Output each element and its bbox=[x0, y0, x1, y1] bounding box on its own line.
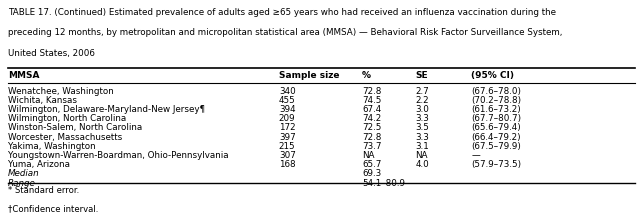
Text: Sample size: Sample size bbox=[279, 71, 339, 80]
Text: Yuma, Arizona: Yuma, Arizona bbox=[8, 160, 70, 169]
Text: 74.5: 74.5 bbox=[362, 96, 381, 105]
Text: Yakima, Washington: Yakima, Washington bbox=[8, 142, 96, 151]
Text: 3.3: 3.3 bbox=[415, 133, 429, 142]
Text: 72.5: 72.5 bbox=[362, 123, 381, 133]
Text: (61.6–73.2): (61.6–73.2) bbox=[471, 105, 521, 114]
Text: * Standard error.: * Standard error. bbox=[8, 186, 79, 195]
Text: 397: 397 bbox=[279, 133, 296, 142]
Text: 3.3: 3.3 bbox=[415, 114, 429, 123]
Text: 3.0: 3.0 bbox=[415, 105, 429, 114]
Text: preceding 12 months, by metropolitan and micropolitan statistical area (MMSA) — : preceding 12 months, by metropolitan and… bbox=[8, 28, 562, 38]
Text: Wilmington, North Carolina: Wilmington, North Carolina bbox=[8, 114, 126, 123]
Text: (67.5–79.9): (67.5–79.9) bbox=[471, 142, 521, 151]
Text: 340: 340 bbox=[279, 87, 296, 96]
Text: Range: Range bbox=[8, 179, 35, 188]
Text: (65.6–79.4): (65.6–79.4) bbox=[471, 123, 521, 133]
Text: Wichita, Kansas: Wichita, Kansas bbox=[8, 96, 77, 105]
Text: 394: 394 bbox=[279, 105, 296, 114]
Text: 3.1: 3.1 bbox=[415, 142, 429, 151]
Text: NA: NA bbox=[362, 151, 375, 160]
Text: Winston-Salem, North Carolina: Winston-Salem, North Carolina bbox=[8, 123, 142, 133]
Text: 4.0: 4.0 bbox=[415, 160, 429, 169]
Text: SE: SE bbox=[415, 71, 428, 80]
Text: 72.8: 72.8 bbox=[362, 87, 381, 96]
Text: MMSA: MMSA bbox=[8, 71, 39, 80]
Text: 65.7: 65.7 bbox=[362, 160, 381, 169]
Text: United States, 2006: United States, 2006 bbox=[8, 49, 95, 58]
Text: 73.7: 73.7 bbox=[362, 142, 381, 151]
Text: (95% CI): (95% CI) bbox=[471, 71, 514, 80]
Text: —: — bbox=[471, 151, 480, 160]
Text: 209: 209 bbox=[279, 114, 296, 123]
Text: 54.1–80.9: 54.1–80.9 bbox=[362, 179, 405, 188]
Text: %: % bbox=[362, 71, 371, 80]
Text: Wenatchee, Washington: Wenatchee, Washington bbox=[8, 87, 113, 96]
Text: 74.2: 74.2 bbox=[362, 114, 381, 123]
Text: 3.5: 3.5 bbox=[415, 123, 429, 133]
Text: 69.3: 69.3 bbox=[362, 170, 381, 178]
Text: Worcester, Massachusetts: Worcester, Massachusetts bbox=[8, 133, 122, 142]
Text: 72.8: 72.8 bbox=[362, 133, 381, 142]
Text: 2.2: 2.2 bbox=[415, 96, 429, 105]
Text: Wilmington, Delaware-Maryland-New Jersey¶: Wilmington, Delaware-Maryland-New Jersey… bbox=[8, 105, 205, 114]
Text: 215: 215 bbox=[279, 142, 296, 151]
Text: 168: 168 bbox=[279, 160, 296, 169]
Text: (66.4–79.2): (66.4–79.2) bbox=[471, 133, 520, 142]
Text: (67.6–78.0): (67.6–78.0) bbox=[471, 87, 521, 96]
Text: (57.9–73.5): (57.9–73.5) bbox=[471, 160, 521, 169]
Text: 455: 455 bbox=[279, 96, 296, 105]
Text: Youngstown-Warren-Boardman, Ohio-Pennsylvania: Youngstown-Warren-Boardman, Ohio-Pennsyl… bbox=[8, 151, 228, 160]
Text: 307: 307 bbox=[279, 151, 296, 160]
Text: †Confidence interval.: †Confidence interval. bbox=[8, 204, 98, 214]
Text: 2.7: 2.7 bbox=[415, 87, 429, 96]
Text: TABLE 17. (Continued) Estimated prevalence of adults aged ≥65 years who had rece: TABLE 17. (Continued) Estimated prevalen… bbox=[8, 8, 556, 17]
Text: Median: Median bbox=[8, 170, 39, 178]
Text: (70.2–78.8): (70.2–78.8) bbox=[471, 96, 521, 105]
Text: (67.7–80.7): (67.7–80.7) bbox=[471, 114, 521, 123]
Text: 67.4: 67.4 bbox=[362, 105, 381, 114]
Text: 172: 172 bbox=[279, 123, 296, 133]
Text: NA: NA bbox=[415, 151, 428, 160]
